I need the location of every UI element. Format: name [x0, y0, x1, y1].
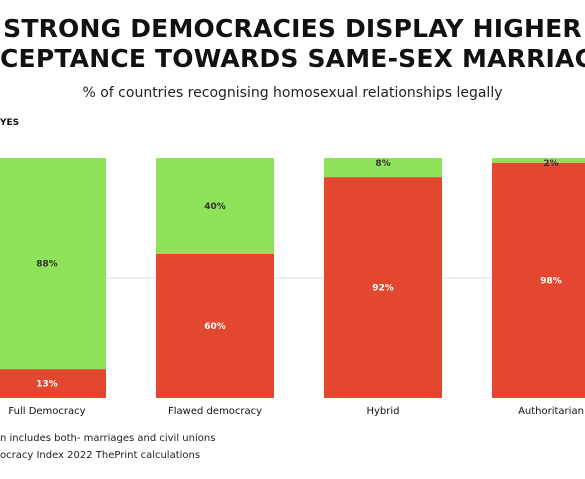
bar-yes-flawed-democracy	[156, 158, 274, 254]
bar-yes-authoritarian	[492, 158, 585, 163]
chart-title-line2: CEPTANCE TOWARDS SAME-SEX MARRIAG	[0, 44, 585, 73]
category-label-full-democracy: Full Democracy	[8, 406, 85, 417]
legend-label-yes: YES	[0, 118, 20, 128]
data-label-yes-full-democracy: 88%	[36, 260, 58, 270]
bar-no-hybrid	[324, 177, 442, 398]
data-label-no-hybrid: 92%	[372, 284, 394, 294]
bar-yes-hybrid	[324, 158, 442, 178]
data-label-yes-authoritarian: 2%	[543, 159, 558, 169]
bar-no-full-democracy	[0, 369, 106, 398]
bar-yes-full-democracy	[0, 158, 106, 370]
bar-no-flawed-democracy	[156, 254, 274, 398]
data-label-no-authoritarian: 98%	[540, 276, 562, 286]
data-label-yes-flawed-democracy: 40%	[204, 202, 226, 212]
category-label-hybrid: Hybrid	[366, 406, 399, 417]
footnote-line1: n includes both- marriages and civil uni…	[0, 433, 216, 444]
data-label-no-flawed-democracy: 60%	[204, 322, 226, 332]
chart-title-line1: STRONG DEMOCRACIES DISPLAY HIGHER	[3, 14, 582, 43]
category-label-authoritarian: Authoritarian	[518, 406, 584, 417]
data-label-no-full-democracy: 13%	[36, 380, 58, 390]
data-label-yes-hybrid: 8%	[375, 159, 390, 169]
footnote-line2: ocracy Index 2022 ThePrint calculations	[0, 450, 201, 461]
category-label-flawed-democracy: Flawed democracy	[168, 406, 262, 417]
bar-no-authoritarian	[492, 162, 585, 398]
chart-subtitle: % of countries recognising homosexual re…	[82, 85, 503, 101]
